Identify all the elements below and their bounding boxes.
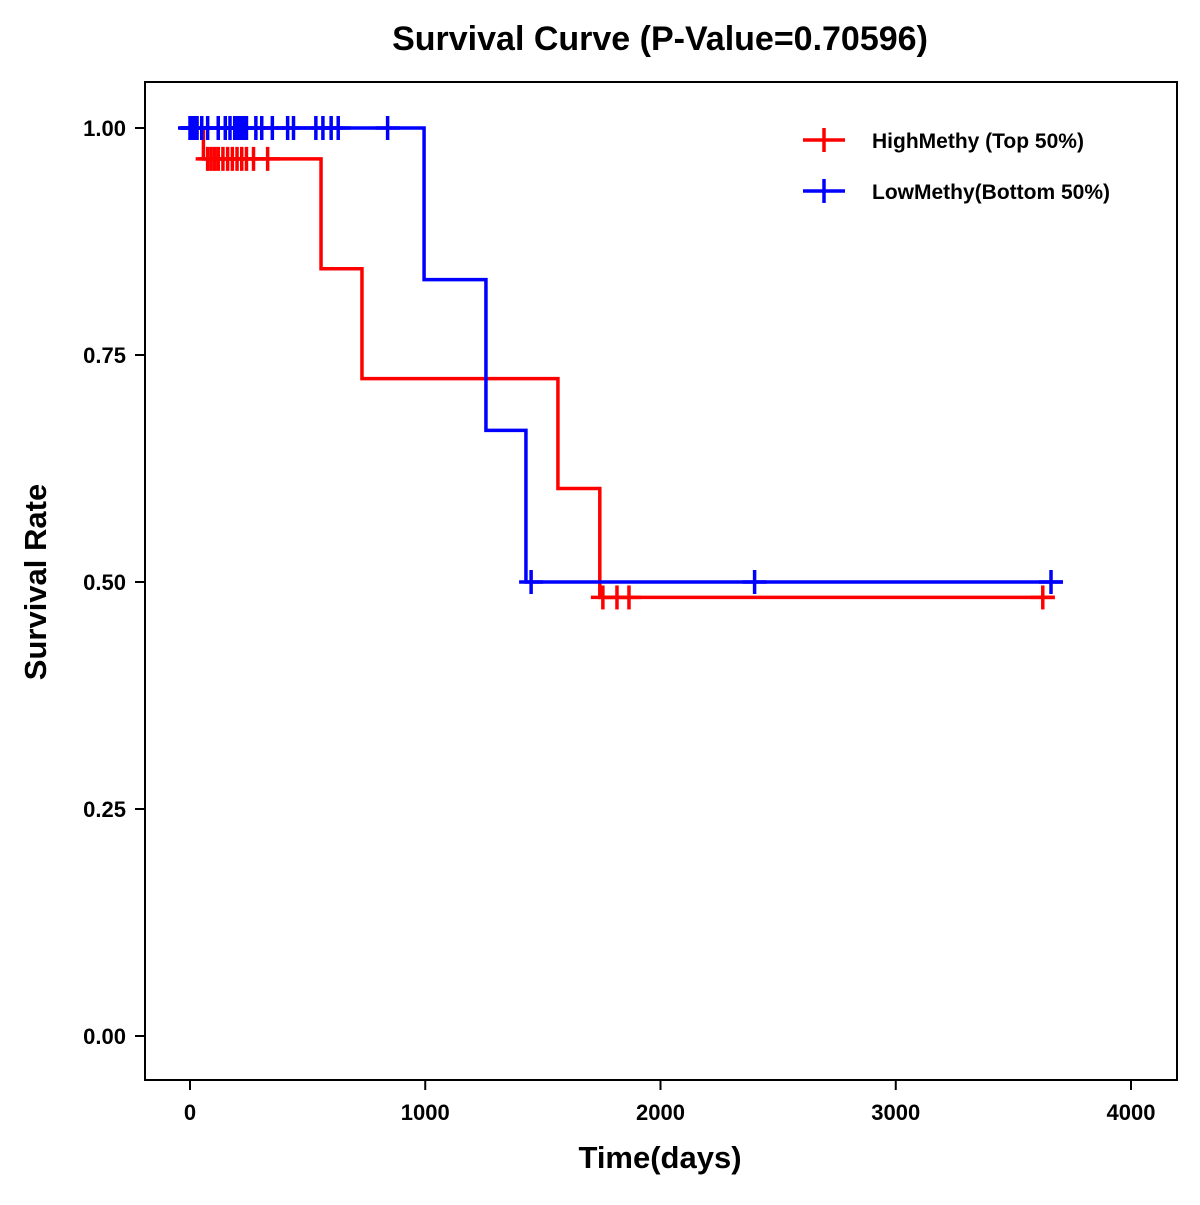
censor-mark xyxy=(1030,585,1055,610)
x-tick-label: 4000 xyxy=(1107,1100,1156,1125)
censor-mark xyxy=(375,116,400,140)
y-tick-label: 0.50 xyxy=(83,570,126,595)
x-tick-label: 0 xyxy=(184,1100,196,1125)
legend-item-0: HighMethy (Top 50%) xyxy=(803,128,1084,153)
x-tick-label: 2000 xyxy=(636,1100,685,1125)
y-tick-label: 0.00 xyxy=(83,1024,126,1049)
legend-label: HighMethy (Top 50%) xyxy=(872,130,1084,153)
censor-mark xyxy=(742,570,767,594)
censor-mark xyxy=(326,116,351,140)
y-tick-label: 0.75 xyxy=(83,343,126,368)
chart-title: Survival Curve (P-Value=0.70596) xyxy=(392,20,928,58)
x-tick-label: 1000 xyxy=(401,1100,450,1125)
legend-label: LowMethy(Bottom 50%) xyxy=(872,181,1110,204)
censor-mark xyxy=(519,570,544,594)
survival-curve-0 xyxy=(190,126,1055,600)
survival-curve-1 xyxy=(180,126,1063,584)
x-axis-label: Time(days) xyxy=(578,1140,741,1175)
censor-mark xyxy=(616,585,641,610)
censor-mark xyxy=(281,116,306,140)
censor-mark xyxy=(255,146,280,171)
legend-item-1: LowMethy(Bottom 50%) xyxy=(803,179,1110,204)
y-tick-label: 1.00 xyxy=(83,116,126,141)
y-axis-label: Survival Rate xyxy=(18,484,53,680)
censor-mark xyxy=(1039,570,1064,594)
y-tick-label: 0.25 xyxy=(83,797,126,822)
x-tick-label: 3000 xyxy=(871,1100,920,1125)
